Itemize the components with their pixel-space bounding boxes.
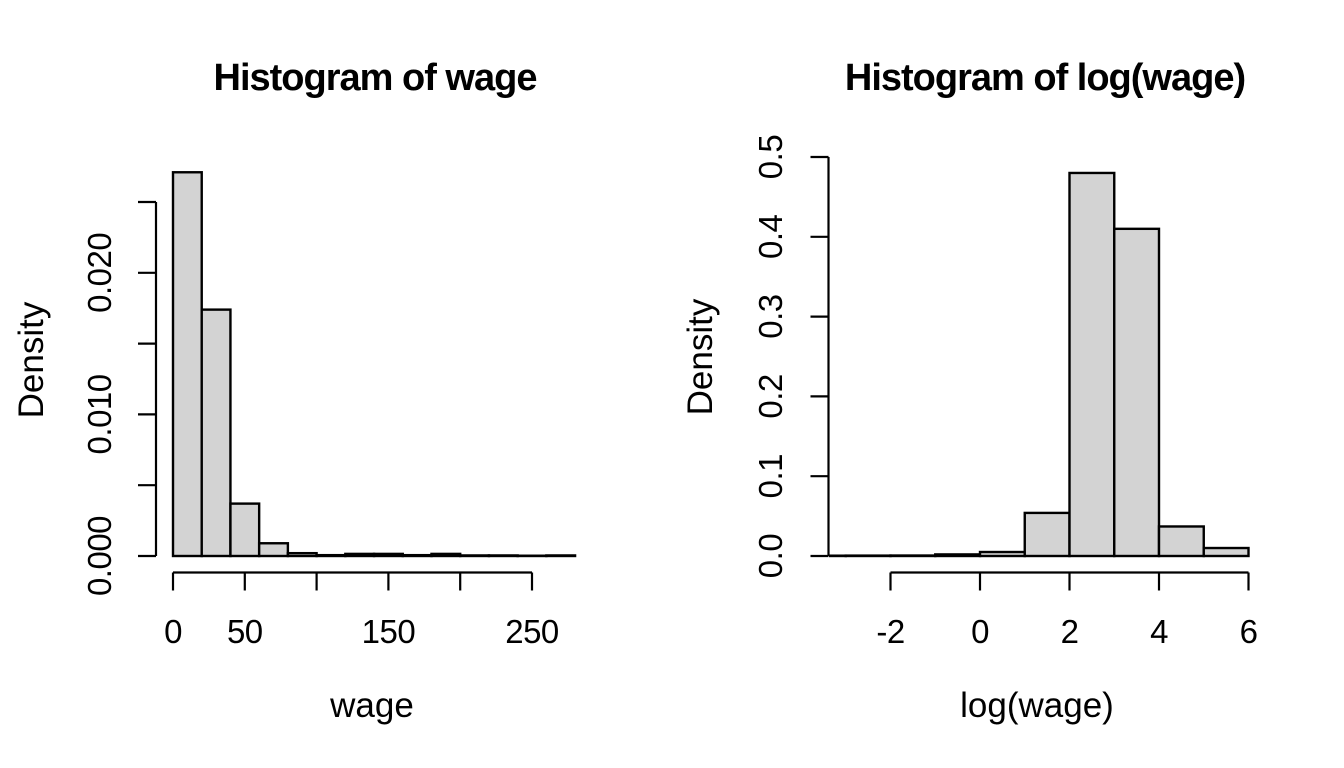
x-tick-label: 6 [1240, 613, 1258, 650]
histogram-bar [1113, 227, 1161, 558]
y-tick-label: 0.000 [81, 516, 118, 596]
y-tick-label: 0.5 [752, 135, 789, 179]
right-yaxis-label: Density [681, 298, 720, 416]
histogram-bar [372, 552, 404, 558]
y-tick-label: 0.2 [752, 374, 789, 418]
left-yaxis-label: Density [12, 301, 51, 419]
histogram-bar [978, 550, 1026, 558]
x-tick-label: 4 [1150, 613, 1168, 650]
histogram-bar [229, 502, 261, 558]
y-tick-label: 0.4 [752, 214, 789, 259]
y-tick-label: 0.020 [81, 233, 118, 313]
histogram-bar [430, 552, 462, 558]
y-tick-label: 0.1 [752, 454, 789, 498]
x-tick-label: -2 [876, 613, 904, 650]
histogram-bar [1157, 525, 1205, 558]
x-tick-label: 0 [971, 613, 989, 650]
x-tick-label: 2 [1061, 613, 1079, 650]
histogram-bar [934, 553, 982, 558]
histogram-bar [1023, 511, 1071, 558]
x-tick-label: 0 [164, 613, 182, 650]
left-xaxis-label: wage [330, 686, 414, 725]
histogram-bar [344, 552, 376, 558]
x-tick-label: 150 [362, 613, 416, 650]
histogram-bars-group [171, 171, 577, 558]
histogram-bar [459, 554, 491, 558]
right-histogram-title: Histogram of log(wage) [844, 57, 1246, 99]
histogram-bar [487, 554, 519, 558]
y-tick-label: 0.3 [752, 294, 789, 338]
histogram-bar [315, 553, 347, 558]
histogram-bars-group [829, 171, 1250, 558]
histogram-bar [171, 171, 203, 558]
histogram-bar [200, 308, 232, 558]
histogram-bar [286, 551, 318, 558]
y-tick-label: 0.0 [752, 534, 789, 579]
histogram-bar [257, 542, 290, 558]
x-tick-label: 50 [227, 613, 263, 650]
right-xaxis-label: log(wage) [960, 686, 1114, 725]
histogram-bar [545, 554, 577, 558]
histogram-bar [1202, 546, 1250, 558]
histogram-bar [1068, 171, 1116, 558]
x-tick-label: 250 [505, 613, 559, 650]
y-tick-label: 0.010 [81, 374, 118, 454]
left-histogram-title: Histogram of wage [213, 57, 538, 99]
histogram-bar [401, 553, 433, 558]
